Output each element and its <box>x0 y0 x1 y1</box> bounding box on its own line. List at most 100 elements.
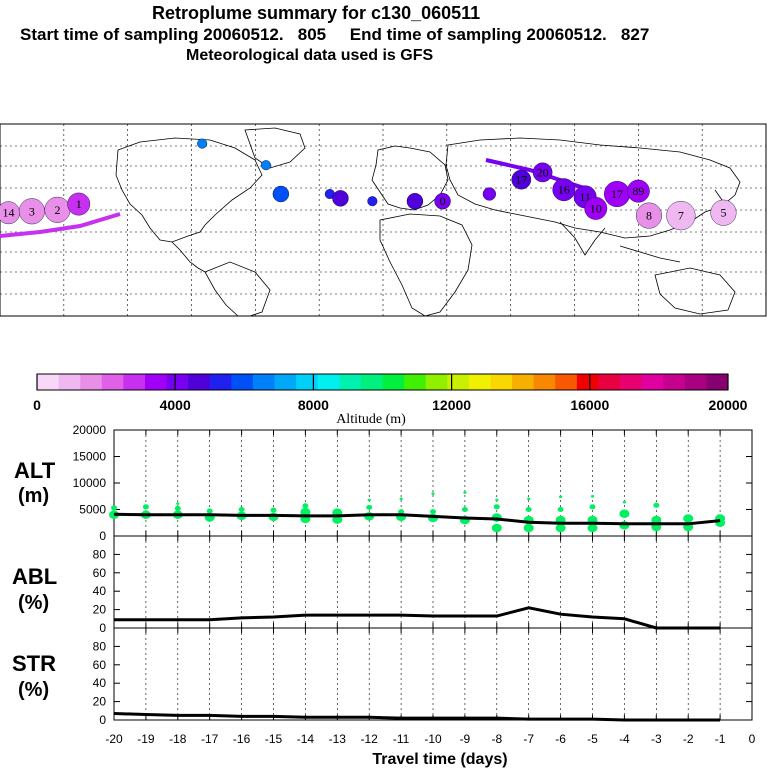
y-tick-label: 15000 <box>73 450 107 464</box>
plume-point-label: 2 <box>54 203 60 217</box>
colorbar-swatch <box>144 374 167 390</box>
colorbar-label: Altitude (m) <box>336 412 406 427</box>
plume-particle <box>525 506 532 513</box>
plume-particle <box>300 507 311 517</box>
y-tick-label: 5000 <box>79 503 106 517</box>
x-tick-label: -5 <box>587 732 598 746</box>
plume-particle <box>398 509 405 515</box>
plume-particle <box>653 502 660 508</box>
plume-point <box>272 185 290 203</box>
sampling-time-subtitle: Start time of sampling 20060512. 805 End… <box>20 25 650 44</box>
str-panel-label: STR <box>12 651 56 676</box>
colorbar-tick-label: 12000 <box>432 397 471 413</box>
plume-point <box>635 202 662 229</box>
colorbar-swatch <box>620 374 643 390</box>
plume-particle <box>683 514 694 523</box>
colorbar-tick-labels: 0 4000 8000 12000 16000 20000 <box>33 397 748 413</box>
x-tick-label: -14 <box>297 732 315 746</box>
plume-point <box>367 196 378 207</box>
colorbar-tick-label: 4000 <box>160 397 191 413</box>
chart-title: Retroplume summary for c130_060511 <box>152 3 481 23</box>
plume-point-label: 7 <box>678 209 684 223</box>
x-tick-label: -6 <box>555 732 566 746</box>
plume-particle <box>111 505 117 511</box>
str-panel-unit: (%) <box>18 679 49 701</box>
x-tick-label: -4 <box>619 732 630 746</box>
colorbar-swatch <box>296 374 319 390</box>
plume-particle <box>367 498 371 502</box>
plume-particle <box>238 506 245 513</box>
colorbar-swatch <box>231 374 254 390</box>
y-tick-label: 0 <box>99 713 106 727</box>
plume-particle <box>142 504 149 510</box>
plume-particle <box>463 491 467 494</box>
x-tick-label: -2 <box>683 732 694 746</box>
y-tick-label: 20000 <box>73 423 107 437</box>
abl-panel: 0 20 40 60 80 <box>93 535 753 635</box>
plume-point <box>434 192 451 210</box>
plume-particle <box>332 515 343 524</box>
plume-particle <box>399 497 403 501</box>
x-tick-label: -11 <box>393 732 410 746</box>
abl-series-line <box>114 606 721 630</box>
colorbar-swatch <box>209 374 232 390</box>
plume-point <box>584 196 608 220</box>
plume-particle <box>270 507 277 513</box>
colorbar-swatch <box>684 374 707 390</box>
plume-point-label: 3 <box>29 204 35 218</box>
plume-particle <box>495 498 499 502</box>
x-tick-labels: -20 -19 -18 -17 -16 -15 -14 -13 -12 -11 -10 -9 -8 -7-… <box>105 732 755 746</box>
colorbar-swatch <box>425 374 448 390</box>
plume-particle <box>523 523 534 533</box>
colorbar-swatch <box>252 374 275 390</box>
colorbar-swatch <box>468 374 491 390</box>
plume-particle <box>622 500 627 504</box>
colorbar-swatch <box>598 374 621 390</box>
colorbar-swatch <box>360 374 383 390</box>
x-tick-label: -1 <box>715 732 726 746</box>
plume-point <box>666 201 696 231</box>
plume-point-label: 17 <box>611 187 623 201</box>
plume-point <box>511 169 532 190</box>
plume-particle <box>590 494 595 498</box>
colorbar-swatch <box>188 374 211 390</box>
altitude-colorbar <box>36 373 729 391</box>
plume-particle <box>557 506 564 513</box>
colorbar-swatch <box>490 374 513 390</box>
colorbar-swatch <box>274 374 297 390</box>
plume-particle <box>587 523 598 533</box>
x-tick-label: -9 <box>460 732 471 746</box>
plume-point-label: 10 <box>590 201 602 215</box>
y-tick-label: 0 <box>99 529 106 543</box>
x-tick-label: -13 <box>329 732 347 746</box>
plume-particle <box>366 504 373 510</box>
plume-point <box>197 138 208 149</box>
colorbar-swatch <box>555 374 578 390</box>
colorbar-swatch <box>706 374 729 390</box>
y-tick-label: 10000 <box>73 476 107 490</box>
alt-panel-unit: (m) <box>18 485 49 507</box>
time-series-panels: 0 5000 10000 15000 20000 0 20 40 60 80 0 20 40 60 80 -2… <box>73 423 756 746</box>
colorbar-tick-label: 8000 <box>298 397 329 413</box>
str-series-line <box>113 712 721 722</box>
plume-track-pacific <box>0 212 121 238</box>
plume-point <box>332 190 349 207</box>
plume-point <box>710 199 737 226</box>
plume-point <box>67 192 91 216</box>
abl-panel-unit: (%) <box>18 592 49 614</box>
colorbar-swatch <box>576 374 599 390</box>
colorbar-swatch <box>101 374 124 390</box>
colorbar-swatch <box>339 374 362 390</box>
plume-particle <box>493 504 500 510</box>
plume-particle <box>430 509 436 515</box>
x-tick-label: -18 <box>169 732 187 746</box>
colorbar-tick-label: 0 <box>33 397 41 413</box>
colorbar-swatch <box>641 374 664 390</box>
x-tick-label: -16 <box>233 732 251 746</box>
alt-panel-label: ALT <box>14 458 56 483</box>
x-tick-label: -15 <box>265 732 283 746</box>
x-tick-label: -8 <box>491 732 502 746</box>
y-tick-label: 0 <box>99 621 106 635</box>
plume-point-label: 11 <box>579 190 591 204</box>
